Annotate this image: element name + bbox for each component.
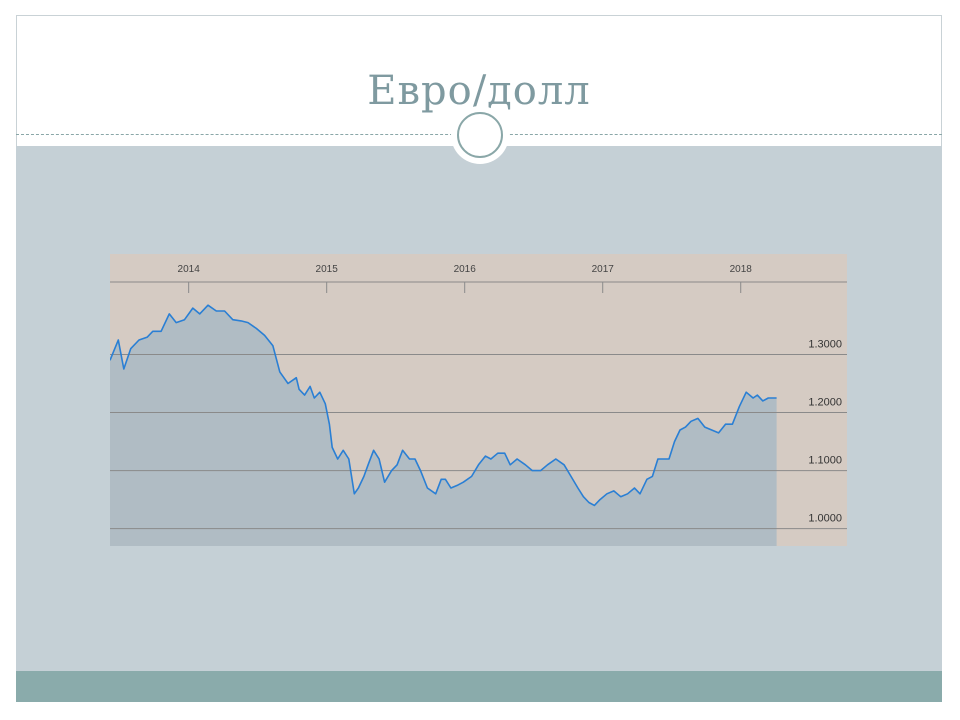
series-area (110, 305, 777, 546)
y-tick-label: 1.2000 (808, 397, 842, 409)
x-tick-label: 2018 (730, 264, 753, 275)
y-tick-label: 1.1000 (808, 455, 842, 467)
ornament-ring (457, 112, 503, 158)
y-tick-label: 1.0000 (808, 513, 842, 525)
x-tick-label: 2016 (454, 264, 477, 275)
series-line (109, 304, 777, 507)
y-tick-label: 1.3000 (808, 339, 842, 351)
footer-bar (16, 671, 942, 702)
eurusd-chart: 2014 2015 2016 2017 2018 1.3000 1.2000 1.1000 1.… (109, 254, 847, 546)
x-tick-label: 2015 (316, 264, 339, 275)
x-tick-label: 2017 (592, 264, 615, 275)
chart-container: 2014 2015 2016 2017 2018 1.3000 1.2000 1.1000 1.… (109, 254, 847, 546)
circle-ornament-icon (451, 106, 509, 164)
x-tick-label: 2014 (178, 264, 201, 275)
